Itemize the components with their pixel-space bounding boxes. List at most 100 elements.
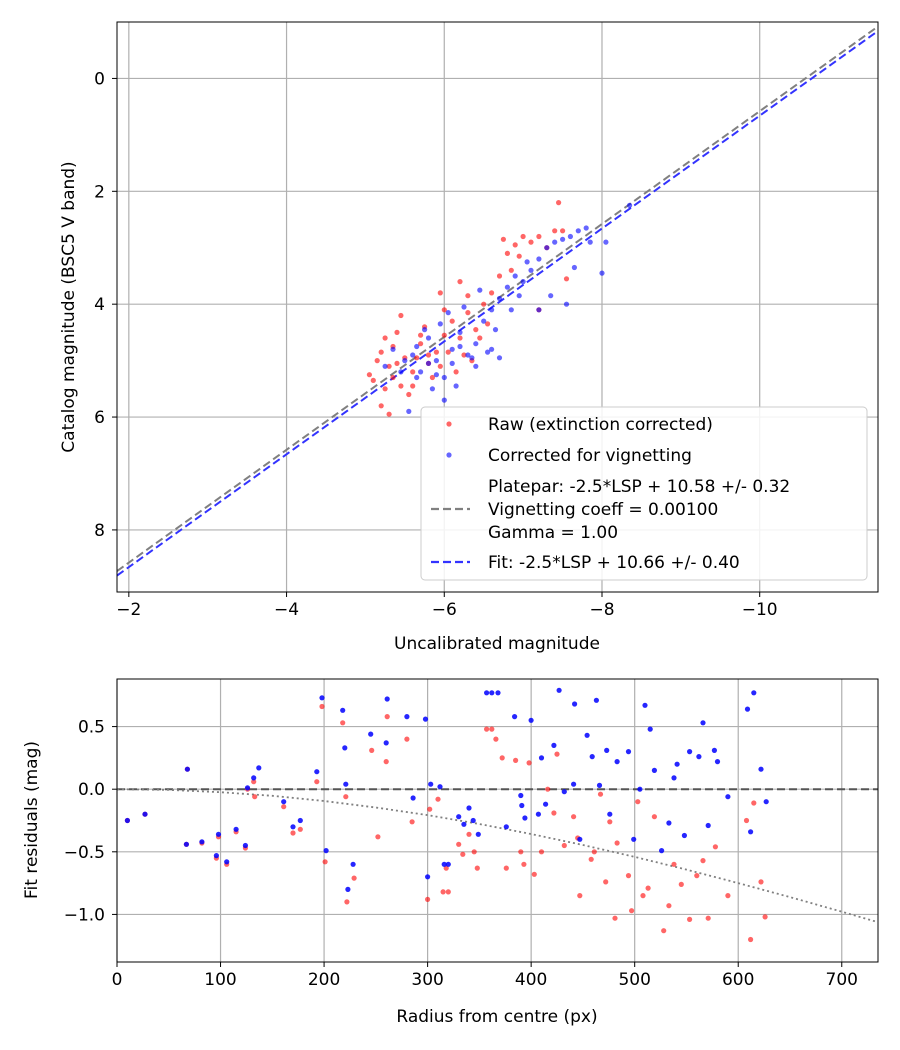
data-point (184, 766, 190, 772)
data-point (551, 810, 557, 816)
data-point (744, 706, 751, 712)
data-point (666, 820, 672, 826)
data-point (428, 781, 434, 787)
data-point (504, 250, 510, 256)
data-point (435, 796, 441, 802)
data-point (524, 259, 530, 265)
data-point (425, 896, 431, 903)
data-point (386, 411, 392, 417)
data-point (577, 893, 583, 899)
data-point (520, 233, 526, 240)
data-point (518, 849, 524, 855)
data-point (410, 369, 416, 375)
data-point (612, 915, 618, 921)
legend-box (420, 406, 868, 581)
data-point (556, 687, 562, 693)
data-point (522, 815, 528, 821)
data-point (711, 747, 718, 754)
data-point (551, 742, 557, 749)
x-tick-label: 0 (112, 970, 123, 990)
data-point (552, 239, 558, 245)
data-point (466, 805, 472, 811)
data-point (678, 881, 684, 888)
data-point (543, 801, 549, 807)
data-point (414, 374, 420, 381)
data-point (642, 702, 648, 708)
data-point (281, 799, 287, 805)
data-point (500, 236, 506, 242)
data-point (281, 804, 287, 810)
data-point (545, 786, 551, 792)
data-point (560, 236, 566, 242)
data-point (508, 307, 514, 313)
data-point (183, 841, 189, 847)
data-point (386, 363, 392, 369)
data-point (758, 879, 764, 885)
data-point (319, 695, 325, 701)
y-tick-label: 0.5 (78, 718, 105, 738)
y-tick-label: −1.0 (64, 905, 105, 925)
y-tick-label: 4 (94, 295, 105, 315)
data-point (538, 755, 545, 761)
data-point (453, 383, 459, 389)
data-point (366, 372, 372, 378)
data-point (563, 301, 570, 307)
data-point (589, 754, 595, 760)
y-tick-label: 8 (94, 521, 105, 541)
data-point (519, 802, 525, 809)
data-point (340, 707, 346, 713)
data-point (687, 749, 693, 755)
data-point (763, 799, 769, 805)
data-point (297, 826, 303, 832)
line-vignetting (117, 788, 878, 924)
data-point (323, 848, 329, 854)
legend-marker-corrected (446, 452, 452, 458)
data-point (441, 307, 447, 313)
data-point (383, 759, 389, 765)
data-point (457, 335, 463, 341)
x-tick-label: 700 (826, 970, 858, 990)
data-point (485, 321, 491, 327)
data-point (666, 903, 672, 909)
data-point (457, 279, 463, 285)
x-tick-label: 300 (411, 970, 443, 990)
data-point (705, 822, 711, 829)
data-point (344, 899, 350, 905)
legend-label-platepar-3: Gamma = 1.00 (488, 523, 618, 543)
data-point (714, 759, 721, 765)
legend: Raw (extinction corrected) Corrected for… (420, 406, 868, 581)
data-point (751, 690, 757, 696)
data-point (571, 814, 577, 820)
data-point (418, 369, 424, 375)
data-point (473, 363, 479, 369)
data-point (471, 849, 477, 855)
data-point (513, 757, 519, 764)
data-point (575, 228, 581, 234)
data-point (441, 332, 447, 338)
data-point (290, 830, 296, 836)
data-point (340, 720, 346, 726)
x-tick-label: −6 (432, 600, 457, 620)
data-point (384, 714, 390, 720)
x-tick-label: −8 (589, 600, 614, 620)
data-point (561, 842, 567, 849)
data-point (528, 717, 534, 723)
data-point (687, 916, 693, 923)
data-point (342, 745, 348, 751)
data-point (437, 290, 443, 296)
data-point (382, 363, 388, 369)
top-y-axis-label: Catalog magnitude (BSC5 V band) (59, 161, 79, 452)
data-point (748, 829, 754, 835)
data-point (627, 202, 633, 208)
data-point (671, 775, 677, 781)
data-point (251, 775, 257, 781)
data-point (625, 873, 632, 879)
data-point (375, 834, 381, 840)
data-point (489, 307, 495, 313)
data-point (603, 879, 609, 885)
data-point (548, 293, 554, 299)
data-point (441, 861, 447, 867)
data-point (659, 848, 665, 854)
data-point (563, 276, 570, 282)
